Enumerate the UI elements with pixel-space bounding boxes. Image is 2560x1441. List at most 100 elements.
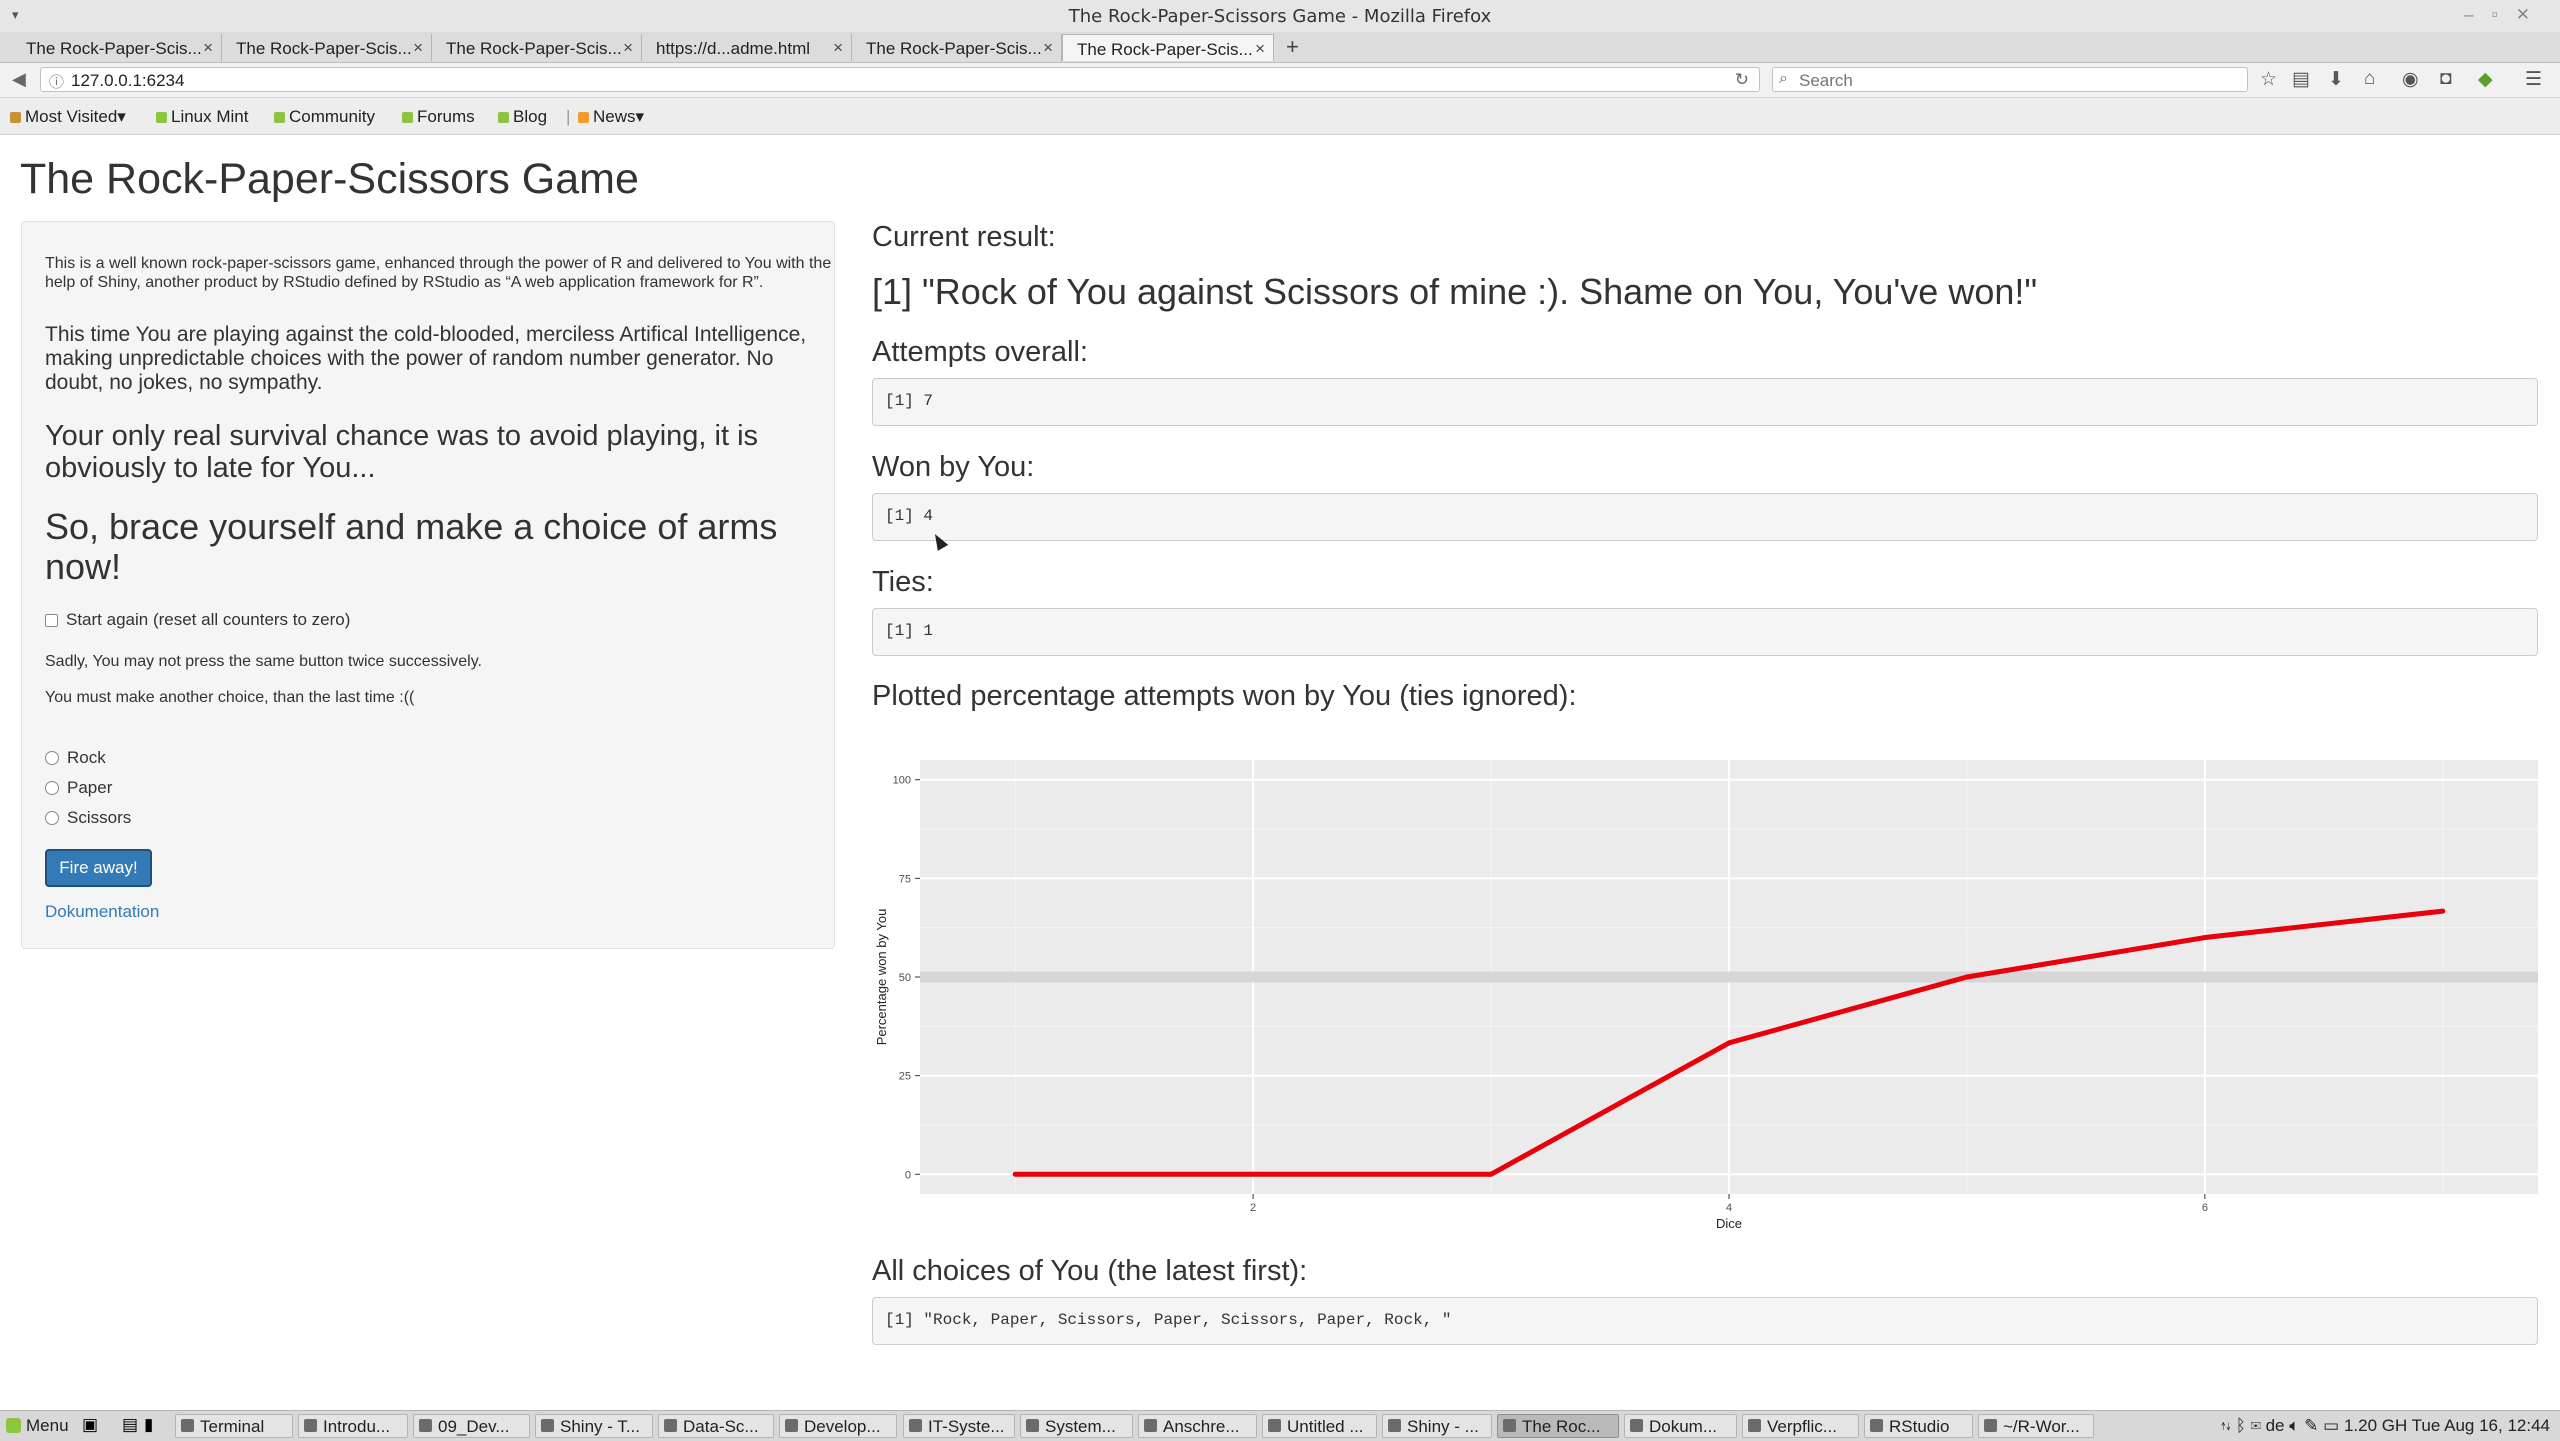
new-tab-button[interactable]: +	[1286, 34, 1299, 59]
taskbar-item[interactable]: Develop...	[779, 1414, 897, 1438]
taskbar-item[interactable]: RStudio	[1864, 1414, 1973, 1438]
documentation-link[interactable]: Dokumentation	[45, 902, 160, 921]
app-icon	[541, 1419, 554, 1432]
info-icon[interactable]: ⓘ	[49, 74, 65, 91]
hamburger-menu-icon[interactable]: ☰	[2525, 69, 2543, 90]
folder-icon	[10, 112, 21, 123]
taskbar-item-label: Verpflic...	[1767, 1417, 1837, 1436]
url-bar[interactable]: ⓘ 127.0.0.1:6234 ↻	[40, 67, 1760, 92]
browser-tab[interactable]: The Rock-Paper-Scis... ×	[222, 34, 432, 61]
reading-list-icon[interactable]: ▤	[2292, 69, 2310, 90]
app-icon	[1503, 1419, 1516, 1432]
reload-icon[interactable]: ↻	[1734, 70, 1749, 89]
files-icon[interactable]: ▤	[122, 1415, 139, 1434]
radio-button[interactable]	[45, 811, 59, 825]
close-icon[interactable]: ×	[833, 38, 843, 57]
taskbar-item[interactable]: ~/R-Wor...	[1978, 1414, 2094, 1438]
battery-icon[interactable]: ▭	[2323, 1416, 2340, 1435]
bookmark-forums[interactable]: Forums	[402, 107, 475, 127]
taskbar-item[interactable]: The Roc...	[1497, 1414, 1619, 1438]
bookmark-label: News▾	[593, 107, 645, 126]
checkbox[interactable]	[45, 614, 58, 627]
volume-icon[interactable]: 🔈︎	[2289, 1416, 2300, 1435]
browser-tab[interactable]: The Rock-Paper-Scis... ×	[432, 34, 642, 61]
fire-away-button[interactable]: Fire away!	[45, 849, 152, 887]
close-icon[interactable]: ×	[623, 38, 633, 57]
taskbar-item[interactable]: Terminal	[175, 1414, 293, 1438]
browser-tab-active[interactable]: The Rock-Paper-Scis... ×	[1062, 34, 1274, 61]
current-result-value: [1] "Rock of You against Scissors of min…	[872, 271, 2038, 312]
bookmark-most-visited[interactable]: Most Visited▾	[10, 107, 126, 127]
radio-paper[interactable]: Paper	[45, 778, 112, 798]
reset-label: Start again (reset all counters to zero)	[66, 610, 351, 629]
window-titlebar: ▾ The Rock-Paper-Scissors Game - Mozilla…	[0, 0, 2560, 33]
taskbar-item-label: Shiny - ...	[1407, 1417, 1479, 1436]
taskbar-item-label: RStudio	[1889, 1417, 1950, 1436]
y-axis-label: Percentage won by You	[874, 909, 889, 1046]
start-menu-button[interactable]: Menu	[2, 1414, 75, 1438]
taskbar-item[interactable]: System...	[1020, 1414, 1133, 1438]
window-menu-icon[interactable]: ▾	[12, 7, 19, 22]
data-point	[1250, 1171, 1256, 1177]
mail-icon[interactable]: ✉	[2250, 1416, 2261, 1435]
back-icon[interactable]: ◀	[12, 69, 26, 89]
taskbar-item-label: Introdu...	[323, 1417, 391, 1436]
clock[interactable]: Tue Aug 16, 12:44	[2411, 1416, 2550, 1435]
data-point	[1012, 1171, 1018, 1177]
window-controls[interactable]: –▫✕	[2464, 5, 2548, 24]
taskbar-item[interactable]: IT-Syste...	[903, 1414, 1015, 1438]
keyboard-language[interactable]: de	[2265, 1416, 2285, 1435]
window-title: The Rock-Paper-Scissors Game - Mozilla F…	[1068, 6, 1492, 27]
close-icon[interactable]: ×	[1255, 39, 1265, 58]
taskbar-item-label: IT-Syste...	[928, 1417, 1005, 1436]
close-icon[interactable]: ×	[1043, 38, 1053, 57]
taskbar-item[interactable]: 09_Dev...	[413, 1414, 530, 1438]
reset-checkbox[interactable]: Start again (reset all counters to zero)	[45, 610, 350, 630]
desktop-icon[interactable]: ▣	[82, 1415, 99, 1434]
x-axis-label: Dice	[1716, 1216, 1742, 1231]
taskbar-item[interactable]: Data-Sc...	[658, 1414, 774, 1438]
browser-tab[interactable]: The Rock-Paper-Scis... ×	[12, 34, 222, 61]
bluetooth-icon[interactable]: ᛒ	[2235, 1416, 2246, 1435]
radio-scissors[interactable]: Scissors	[45, 808, 131, 828]
attempts-output: [1] 7	[872, 378, 2538, 426]
radio-button[interactable]	[45, 751, 59, 765]
close-icon[interactable]: ×	[413, 38, 423, 57]
chat-icon[interactable]: ◉	[2402, 69, 2419, 90]
taskbar-item[interactable]: Shiny - ...	[1382, 1414, 1492, 1438]
taskbar-item[interactable]: Anschre...	[1138, 1414, 1257, 1438]
network-icon[interactable]: ⇅	[2220, 1416, 2231, 1435]
search-bar[interactable]: ⌕	[1772, 67, 2248, 92]
taskbar-item[interactable]: Introdu...	[298, 1414, 408, 1438]
radio-button[interactable]	[45, 781, 59, 795]
shield-icon[interactable]: ◆	[2478, 69, 2493, 90]
home-icon[interactable]: ⌂	[2364, 68, 2376, 89]
taskbar-item[interactable]: Dokum...	[1624, 1414, 1737, 1438]
bookmark-blog[interactable]: Blog	[498, 107, 547, 127]
url-text[interactable]: 127.0.0.1:6234	[71, 71, 185, 90]
bookmark-news[interactable]: News▾	[578, 107, 644, 127]
pen-icon[interactable]: ✎	[2304, 1416, 2319, 1435]
taskbar-item[interactable]: Shiny - T...	[535, 1414, 653, 1438]
close-icon[interactable]: ×	[203, 38, 213, 57]
browser-tab[interactable]: https://d...adme.html ×	[642, 34, 852, 61]
taskbar-item-label: Data-Sc...	[683, 1417, 759, 1436]
percentage-chart: 0 25 50 75 100 2 4 6 Dice Percentage won by You	[872, 760, 2538, 1250]
app-icon	[1144, 1419, 1157, 1432]
x-tick-label: 4	[1726, 1202, 1732, 1214]
taskbar-item[interactable]: Untitled ...	[1262, 1414, 1377, 1438]
bookmark-star-icon[interactable]: ☆	[2260, 69, 2278, 90]
x-tick-label: 6	[2202, 1202, 2208, 1214]
browser-tab[interactable]: The Rock-Paper-Scis... ×	[852, 34, 1062, 61]
radio-rock[interactable]: Rock	[45, 748, 106, 768]
attempts-label: Attempts overall:	[872, 336, 1088, 368]
bookmark-linux-mint[interactable]: Linux Mint	[156, 107, 248, 127]
pocket-icon[interactable]: ◘	[2440, 68, 2452, 89]
search-input[interactable]	[1797, 70, 2241, 92]
terminal-launcher-icon[interactable]: ▮	[144, 1415, 154, 1434]
download-icon[interactable]: ⬇	[2328, 69, 2344, 90]
bookmark-community[interactable]: Community	[274, 107, 375, 127]
won-label: Won by You:	[872, 451, 1035, 483]
radio-label: Scissors	[67, 808, 132, 827]
taskbar-item[interactable]: Verpflic...	[1742, 1414, 1859, 1438]
